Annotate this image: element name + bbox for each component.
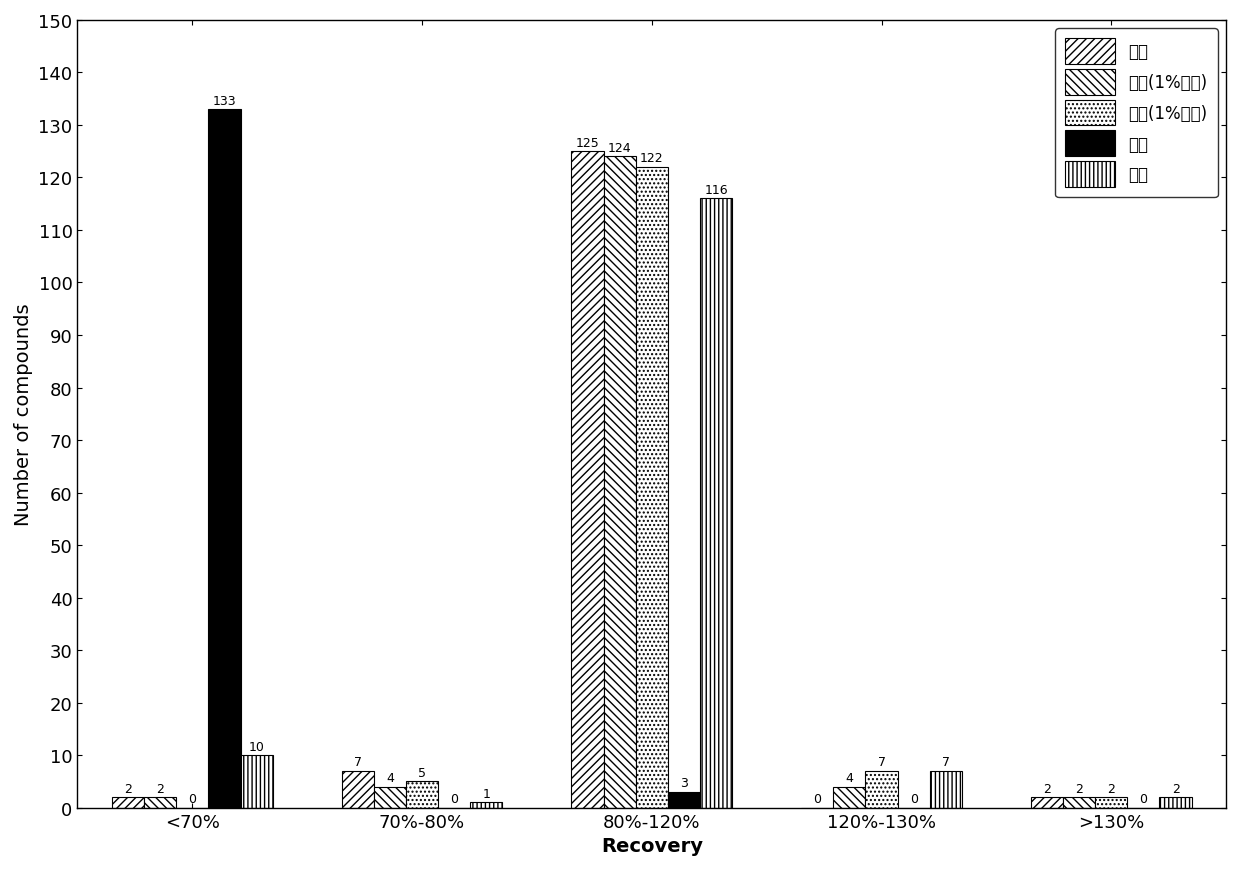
Bar <box>572 152 604 808</box>
Bar <box>1030 797 1063 808</box>
Bar <box>930 771 962 808</box>
Text: 133: 133 <box>212 95 237 108</box>
Text: 2: 2 <box>1107 781 1115 794</box>
Text: 7: 7 <box>353 755 362 768</box>
Bar <box>866 771 898 808</box>
Text: 2: 2 <box>156 781 164 794</box>
Text: 2: 2 <box>1075 781 1083 794</box>
Bar <box>668 792 701 808</box>
Text: 3: 3 <box>680 776 688 789</box>
Text: 1: 1 <box>482 787 490 799</box>
X-axis label: Recovery: Recovery <box>600 836 703 855</box>
Text: 5: 5 <box>418 766 427 779</box>
Text: 122: 122 <box>640 152 663 165</box>
Text: 7: 7 <box>878 755 885 768</box>
Bar <box>405 781 438 808</box>
Bar <box>208 110 241 808</box>
Text: 2: 2 <box>124 781 131 794</box>
Text: 4: 4 <box>846 771 853 784</box>
Bar <box>470 802 502 808</box>
Text: 7: 7 <box>942 755 950 768</box>
Bar <box>112 797 144 808</box>
Bar <box>701 199 732 808</box>
Legend: 乙腔, 乙腔(1%甲酸), 乙腔(1%乙酸), 甲醇, 丙酒: 乙腔, 乙腔(1%甲酸), 乙腔(1%乙酸), 甲醇, 丙酒 <box>1055 30 1218 198</box>
Bar <box>636 168 668 808</box>
Bar <box>241 755 273 808</box>
Bar <box>604 157 636 808</box>
Text: 0: 0 <box>813 793 821 806</box>
Text: 10: 10 <box>249 740 264 753</box>
Bar <box>342 771 373 808</box>
Bar <box>833 786 866 808</box>
Bar <box>1095 797 1127 808</box>
Text: 0: 0 <box>450 793 459 806</box>
Y-axis label: Number of compounds: Number of compounds <box>14 303 33 526</box>
Text: 124: 124 <box>608 142 631 155</box>
Text: 2: 2 <box>1172 781 1179 794</box>
Text: 125: 125 <box>575 136 599 149</box>
Bar <box>1159 797 1192 808</box>
Text: 2: 2 <box>1043 781 1050 794</box>
Bar <box>144 797 176 808</box>
Bar <box>1063 797 1095 808</box>
Text: 4: 4 <box>386 771 394 784</box>
Text: 116: 116 <box>704 183 728 196</box>
Text: 0: 0 <box>188 793 196 806</box>
Text: 0: 0 <box>1140 793 1147 806</box>
Text: 0: 0 <box>910 793 918 806</box>
Bar <box>373 786 405 808</box>
